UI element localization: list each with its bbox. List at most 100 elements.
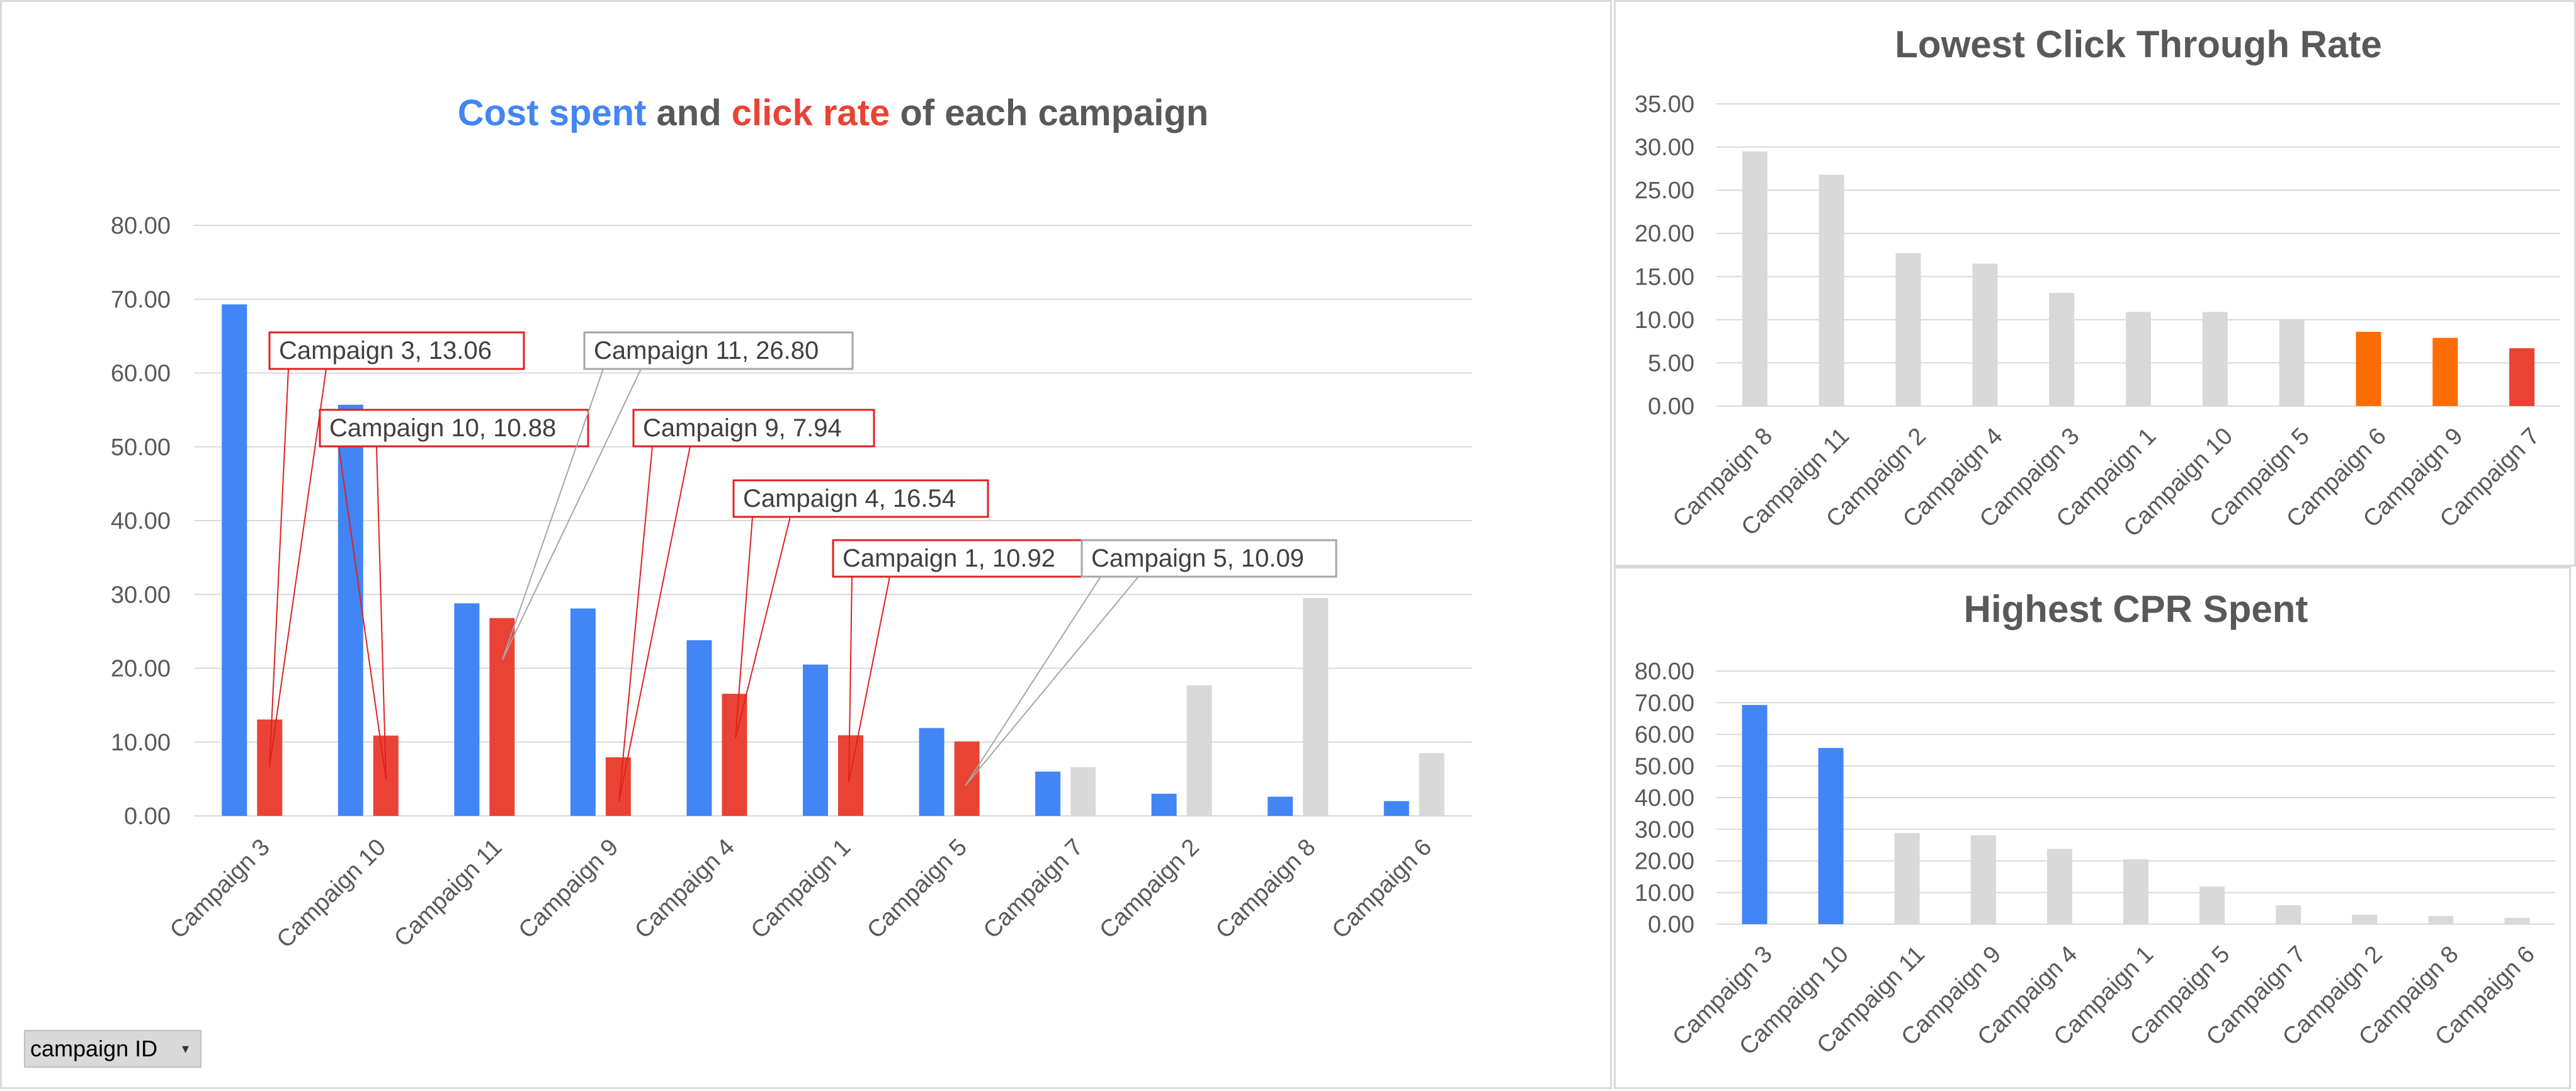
callout-leader <box>735 516 791 739</box>
title-segment-2: click rate <box>732 93 890 133</box>
callout-leader <box>618 446 691 802</box>
x-tick-label: Campaign 2 <box>1094 834 1205 944</box>
bar <box>2356 332 2381 406</box>
y-tick-label: 30.00 <box>1635 817 1694 843</box>
bar <box>489 618 515 816</box>
bar <box>1303 598 1329 816</box>
y-tick-label: 50.00 <box>111 434 171 461</box>
callout-label: Campaign 4, 16.54 <box>743 485 956 512</box>
highest-cpr-panel: Highest CPR Spent 0.00 10.00 20.00 30.00 40.0… <box>1614 567 2571 1089</box>
highest-cpr-chart: Highest CPR Spent 0.00 10.00 20.00 30.00 40.0… <box>1635 588 2555 1060</box>
lowest-ctr-panel: Lowest Click Through Rate 0.00 5.00 10.00 15… <box>1614 0 2576 567</box>
bar <box>1151 793 1177 816</box>
y-tick-label: 20.00 <box>111 656 171 682</box>
x-tick-label: Campaign 9 <box>514 834 624 944</box>
bar <box>1383 801 1409 816</box>
chart-title: Lowest Click Through Rate <box>1895 23 2381 65</box>
bar <box>1818 748 1844 924</box>
bar <box>454 603 480 816</box>
bar <box>2509 348 2535 406</box>
callout-leader <box>269 368 327 767</box>
y-tick-label: 0.00 <box>1648 393 1694 420</box>
bar <box>2504 917 2530 924</box>
title-segment-0: Cost spent <box>458 93 647 133</box>
main-chart-panel: Cost spent and click rate of each campai… <box>0 0 1612 1089</box>
callout-box <box>268 331 525 370</box>
bar <box>1970 835 1996 924</box>
chart-title: Cost spent and click rate of each campai… <box>458 93 1209 133</box>
lowest-ctr-chart: Lowest Click Through Rate 0.00 5.00 10.00 15… <box>1635 23 2560 542</box>
bar <box>1895 253 1921 406</box>
y-tick-label: 50.00 <box>1635 754 1694 780</box>
x-tick-label: Campaign 8 <box>1211 834 1321 944</box>
callout-label: Campaign 5, 10.09 <box>1091 545 1304 572</box>
callout-leader <box>502 368 642 660</box>
bar <box>1972 263 1998 406</box>
y-tick-label: 80.00 <box>1635 659 1694 685</box>
dropdown-arrow-icon[interactable]: ▾ <box>181 1041 189 1056</box>
y-tick-label: 5.00 <box>1648 350 1694 376</box>
callout-leader <box>965 576 1139 786</box>
bar <box>1742 704 1767 924</box>
bar <box>2279 319 2305 406</box>
x-tick-label: Campaign 1 <box>746 834 856 944</box>
bar <box>1035 771 1061 816</box>
callout-box <box>832 539 1089 578</box>
bar <box>222 304 247 816</box>
bar <box>570 608 596 816</box>
main-chart: Cost spent and click rate of each campai… <box>111 93 1472 953</box>
y-tick-label: 30.00 <box>1635 135 1694 161</box>
title-segment-3: of each campaign <box>890 93 1208 133</box>
bar <box>2126 312 2151 406</box>
callout-label: Campaign 1, 10.92 <box>843 545 1055 572</box>
bar <box>1070 767 1096 816</box>
x-tick-label: Campaign 4 <box>630 834 740 944</box>
y-tick-label: 25.00 <box>1635 178 1694 204</box>
bar <box>2432 337 2458 406</box>
y-tick-label: 10.00 <box>1635 307 1694 334</box>
slicer-label: campaign ID <box>30 1036 158 1061</box>
y-tick-label: 40.00 <box>1635 785 1694 811</box>
y-tick-label: 35.00 <box>1635 91 1694 118</box>
bar <box>1819 174 1844 406</box>
bar <box>257 719 283 816</box>
y-tick-label: 10.00 <box>111 730 171 756</box>
x-tick-label: Campaign 5 <box>862 834 972 944</box>
x-tick-label: Campaign 11 <box>389 834 508 953</box>
y-tick-label: 0.00 <box>1648 912 1694 938</box>
callout-box <box>632 409 875 448</box>
bar <box>1742 151 1767 406</box>
bar <box>2352 914 2378 924</box>
y-tick-label: 70.00 <box>111 286 171 313</box>
x-tick-label: Campaign 7 <box>979 834 1089 944</box>
y-tick-label: 60.00 <box>1635 722 1694 749</box>
bar <box>2199 886 2225 924</box>
bar <box>1894 833 1920 924</box>
x-tick-label: Campaign 3 <box>165 834 275 944</box>
bar <box>722 694 747 816</box>
bar <box>1186 685 1212 816</box>
bar <box>1268 796 1293 816</box>
x-tick-label: Campaign 6 <box>1327 834 1438 944</box>
y-tick-label: 0.00 <box>124 803 171 830</box>
bar <box>1419 753 1444 816</box>
bar <box>686 640 712 816</box>
bar <box>2428 915 2454 924</box>
callout-label: Campaign 10, 10.88 <box>329 414 556 442</box>
y-tick-label: 40.00 <box>111 508 171 534</box>
bar <box>954 741 980 816</box>
callout-box <box>319 409 589 448</box>
bar <box>2046 849 2072 924</box>
callout-label: Campaign 9, 7.94 <box>643 414 842 442</box>
y-tick-label: 70.00 <box>1635 690 1694 716</box>
chart-title: Highest CPR Spent <box>1964 588 2308 630</box>
callout-box <box>583 331 854 370</box>
bar <box>2202 312 2228 406</box>
title-segment-1: and <box>646 93 731 133</box>
y-tick-label: 20.00 <box>1635 221 1694 247</box>
campaign-id-slicer[interactable]: campaign ID ▾ <box>24 1030 201 1068</box>
bar <box>605 757 631 816</box>
callout-box <box>732 479 989 518</box>
bar <box>2123 859 2148 924</box>
y-tick-label: 80.00 <box>111 213 171 239</box>
